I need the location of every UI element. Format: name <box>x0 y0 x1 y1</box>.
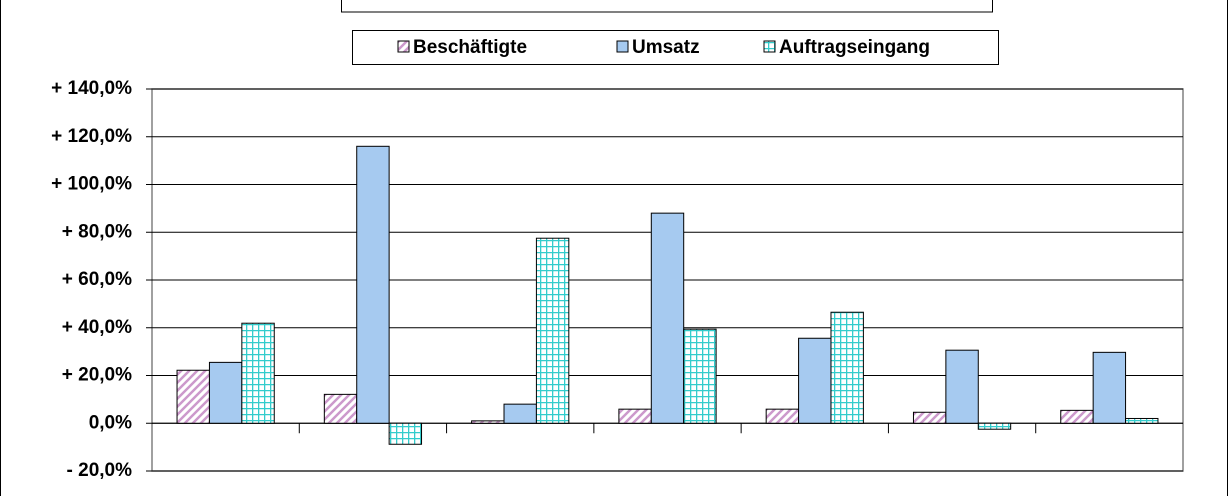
bar <box>1125 417 1159 424</box>
bar <box>1092 351 1127 424</box>
y-tick-label: + 120,0% <box>51 126 132 147</box>
bar <box>471 420 505 424</box>
y-tick-label: + 140,0% <box>51 78 132 99</box>
y-tick-label: - 20,0% <box>67 460 133 481</box>
bar <box>356 145 390 424</box>
bar <box>241 322 275 424</box>
bar <box>683 328 717 424</box>
bar <box>830 311 864 424</box>
bar <box>650 212 685 424</box>
legend-label: Beschäftigte <box>413 37 527 58</box>
bar <box>176 369 210 424</box>
title-box <box>341 0 993 13</box>
y-tick-label: + 60,0% <box>62 269 132 290</box>
bar <box>208 361 243 424</box>
bar <box>912 411 947 424</box>
bar <box>765 408 800 424</box>
bar <box>945 349 979 424</box>
bar <box>798 337 832 424</box>
bar <box>618 408 652 424</box>
y-tick-label: + 80,0% <box>62 221 132 242</box>
y-tick-label: + 40,0% <box>62 317 132 338</box>
legend-label: Auftragseingang <box>779 37 930 58</box>
bar <box>323 393 358 424</box>
legend <box>352 30 999 65</box>
y-tick-label: 0,0% <box>89 412 132 433</box>
legend-swatch <box>397 40 410 53</box>
bar <box>1060 409 1094 424</box>
bar <box>535 237 570 424</box>
legend-swatch <box>763 40 776 53</box>
legend-label: Umsatz <box>632 37 700 58</box>
bar <box>503 403 537 424</box>
y-tick-label: + 100,0% <box>51 174 132 195</box>
legend-swatch <box>616 40 629 53</box>
bar <box>977 422 1012 430</box>
bar <box>388 422 423 445</box>
y-tick-label: + 20,0% <box>62 365 132 386</box>
